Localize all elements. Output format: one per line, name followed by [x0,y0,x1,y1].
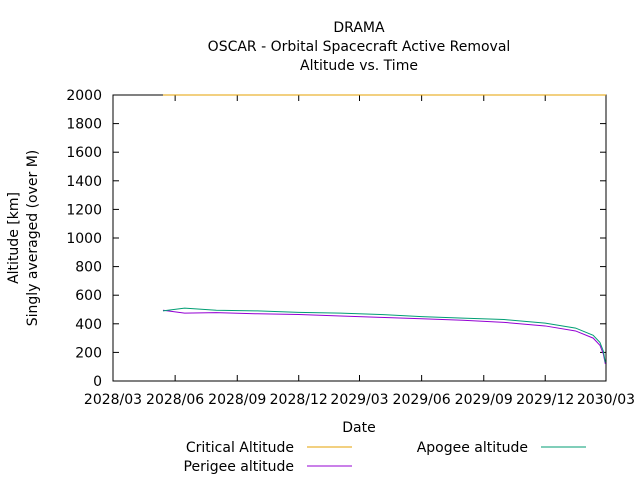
chart-subtitle-2: Altitude vs. Time [300,58,418,74]
x-tick-label: 2030/03 [577,392,635,408]
y-tick-label: 600 [75,288,102,304]
plot-frame [112,94,607,382]
x-tick-label: 2028/06 [146,392,204,408]
x-tick-label: 2029/03 [330,392,388,408]
x-tick-label: 2028/09 [208,392,266,408]
legend-label-perigee: Perigee altitude [184,459,294,475]
y-axis-label: Altitude [km] [6,192,22,284]
y-tick-label: 1800 [66,117,102,133]
y-axis-label-2: Singly averaged (over M) [25,150,41,326]
x-tick-label: 2028/12 [270,392,328,408]
y-axis-ticks: 0 200 400 600 800 1000 1200 1400 1600 1800 2000 [66,88,606,390]
y-tick-label: 1200 [66,202,102,218]
chart-subtitle: OSCAR - Orbital Spacecraft Active Remova… [208,39,511,55]
y-tick-label: 800 [75,260,102,276]
y-tick-label: 0 [93,374,102,390]
series-layer [162,94,606,364]
x-tick-label: 2029/12 [516,392,574,408]
y-tick-label: 2000 [66,88,102,104]
chart-title: DRAMA [333,20,385,36]
y-tick-label: 400 [75,317,102,333]
series-apogee-altitude [162,307,606,363]
x-axis-ticks: 2028/03 2028/06 2028/09 2028/12 2029/03 2029/… [84,95,635,408]
x-tick-label: 2029/09 [455,392,513,408]
legend: Critical Altitude Perigee altitude Apoge… [184,440,586,475]
x-axis-label: Date [342,420,375,436]
legend-label-apogee: Apogee altitude [417,440,528,456]
x-tick-label: 2029/06 [393,392,451,408]
series-perigee-altitude [162,309,606,364]
y-tick-label: 200 [75,345,102,361]
y-tick-label: 1400 [66,174,102,190]
y-tick-label: 1600 [66,145,102,161]
x-tick-label: 2028/03 [84,392,142,408]
legend-label-critical: Critical Altitude [186,440,294,456]
y-tick-label: 1000 [66,231,102,247]
